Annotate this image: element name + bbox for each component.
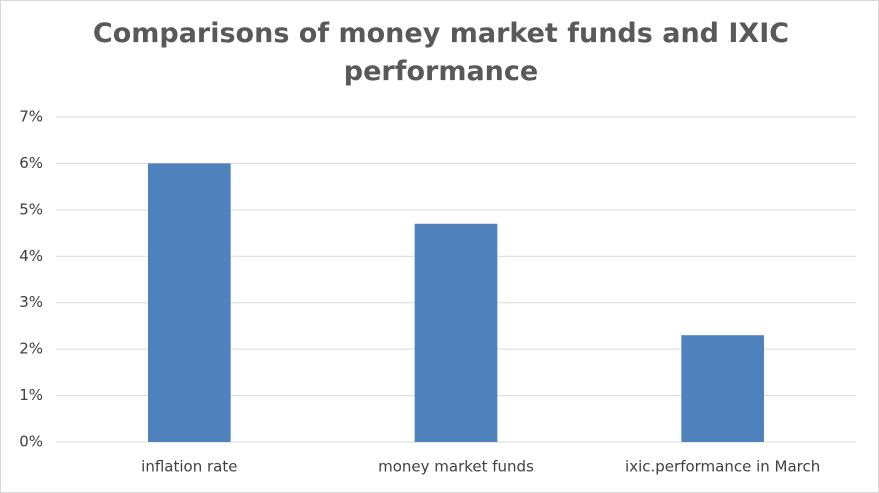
chart-title: Comparisons of money market funds and IX… [92,18,790,87]
x-tick-label: ixic.performance in March [625,458,820,476]
bar [148,163,231,442]
y-tick-label: 5% [19,200,43,218]
y-tick-label: 2% [19,340,43,358]
x-tick-label: inflation rate [141,458,237,476]
y-tick-label: 0% [19,433,43,451]
y-tick-label: 7% [19,108,43,126]
y-tick-label: 6% [19,154,43,172]
y-tick-label: 3% [19,293,43,311]
y-tick-label: 1% [19,386,43,404]
bar [414,223,498,442]
x-tick-label: money market funds [378,458,534,476]
y-tick-label: 4% [19,247,43,265]
bar [681,335,764,442]
